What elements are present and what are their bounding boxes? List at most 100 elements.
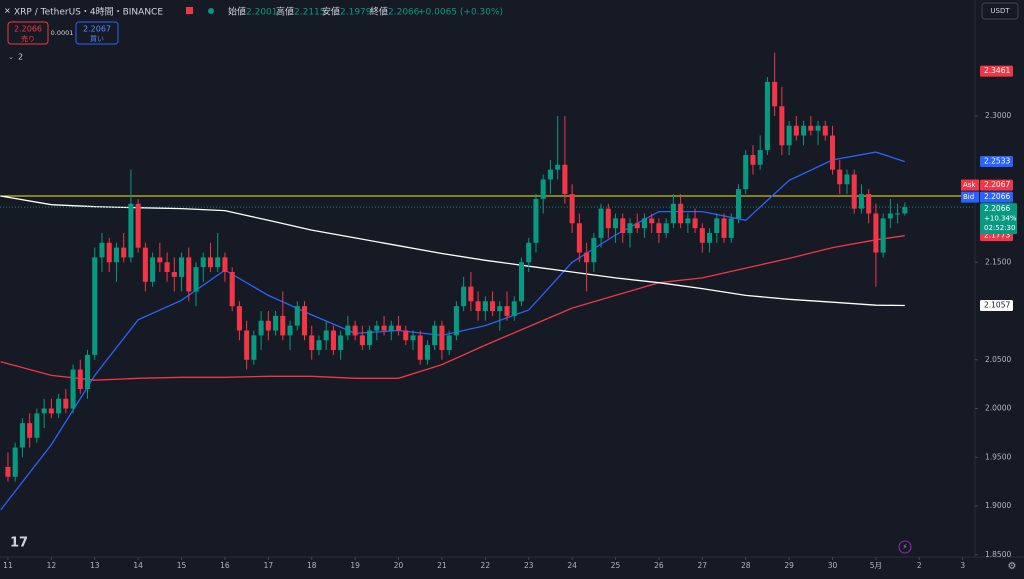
candle-body (374, 325, 380, 331)
candle-body (453, 306, 459, 336)
candle-body (598, 208, 604, 238)
candle-body (555, 164, 561, 170)
price-label-box (980, 299, 1013, 311)
candle-body (381, 325, 387, 331)
event-icon-bolt: ⚡ (903, 543, 908, 551)
candle-body (757, 150, 763, 165)
candle-body (721, 218, 727, 238)
candle-body (851, 174, 857, 209)
x-tick-label: 11 (3, 561, 13, 570)
candle-body (142, 247, 148, 282)
price-label: 2.1773 (984, 231, 1010, 240)
candle-body (482, 301, 488, 312)
x-tick-label: 18 (307, 561, 317, 570)
x-tick-label: 27 (698, 561, 708, 570)
tv-logo[interactable]: 17 (10, 536, 28, 551)
candle-body (887, 213, 893, 219)
event-icon[interactable] (898, 540, 912, 554)
candle-body (808, 125, 814, 131)
candle-body (12, 447, 18, 477)
change: +0.0065 (+0.30%) (418, 8, 503, 18)
candle-body (258, 320, 264, 336)
candle-body (396, 325, 402, 331)
y-tick-label: 1.9500 (985, 452, 1011, 461)
candle-body (92, 257, 98, 355)
candle-body (287, 325, 293, 336)
x-tick-label: 25 (611, 561, 621, 570)
candle-body (164, 262, 170, 273)
x-tick-label: 26 (654, 561, 664, 570)
last-price: 2.2066 (984, 204, 1010, 213)
y-tick-label: 2.0000 (985, 404, 1011, 413)
price-label-box (980, 156, 1013, 168)
candle-body (793, 125, 799, 136)
ohlc-label: 終値 (370, 6, 388, 18)
x-tick-label: 14 (133, 561, 143, 570)
candle-body (19, 423, 25, 448)
price-label: 2.2067 (984, 180, 1010, 189)
candle-body (858, 194, 864, 209)
candle-body (699, 228, 705, 243)
settings-icon[interactable]: ⚙ (1008, 561, 1017, 572)
ohlc-label: 高値 (276, 6, 294, 18)
moving-average (0, 235, 905, 381)
candle-body (446, 335, 452, 351)
candle-body (511, 301, 517, 316)
bid-tag-box (961, 191, 979, 203)
currency[interactable]: USDT (990, 7, 1010, 15)
ask-tag-box (961, 179, 979, 191)
candle-body (330, 330, 336, 351)
x-tick-label: 15 (177, 561, 187, 570)
ohlc-value: 2.2001 (246, 8, 278, 18)
sell-label: 売り (21, 34, 35, 43)
candle-body (244, 330, 250, 360)
x-tick-label: 5月 (870, 561, 882, 570)
candle-body (822, 125, 828, 136)
candle-body (707, 233, 713, 243)
sell-price: 2.2066 (14, 25, 42, 34)
price-label-box (980, 179, 1013, 191)
spread: 0.0001 (51, 29, 74, 37)
price-label: 2.3461 (984, 66, 1010, 75)
candle-body (207, 257, 214, 268)
candle-body (179, 257, 185, 277)
candle-body (200, 257, 206, 268)
collapse-icon[interactable]: ✕ (4, 7, 11, 16)
candle-body (273, 315, 279, 331)
candle-body (432, 325, 438, 346)
candle-body (547, 169, 553, 180)
candle-body (359, 335, 365, 346)
candle-body (866, 194, 872, 214)
candle-body (685, 218, 691, 224)
candle-body (728, 218, 734, 238)
symbol[interactable]: XRP / TetherUS・4時間・BINANCE (14, 7, 163, 18)
x-tick-label: 28 (741, 561, 751, 570)
candle-body (171, 272, 177, 277)
sell-button[interactable] (7, 21, 49, 45)
candle-body (764, 81, 770, 151)
candle-body (569, 194, 575, 224)
market-status (208, 8, 214, 14)
candle-body (410, 335, 416, 341)
candle-body (63, 398, 69, 409)
candle-body (280, 315, 286, 336)
candle-body (316, 340, 322, 351)
candle-body (526, 242, 532, 263)
y-tick-label: 2.1500 (985, 257, 1011, 266)
currency-button[interactable] (981, 2, 1019, 20)
candle-body (735, 189, 742, 219)
indicators-toggle[interactable]: ⌄ (8, 53, 14, 61)
candle-body (367, 330, 373, 346)
buy-price: 2.2067 (83, 25, 111, 34)
last-change: +10.34% (984, 215, 1017, 223)
candle-body (750, 155, 756, 165)
candle-body (99, 242, 105, 258)
x-tick-label: 21 (437, 561, 447, 570)
candle-body (77, 369, 83, 390)
buy-button[interactable] (75, 21, 119, 45)
candle-body (591, 237, 597, 263)
indicators-count[interactable]: 2 (18, 53, 23, 62)
candle-body (323, 330, 329, 341)
